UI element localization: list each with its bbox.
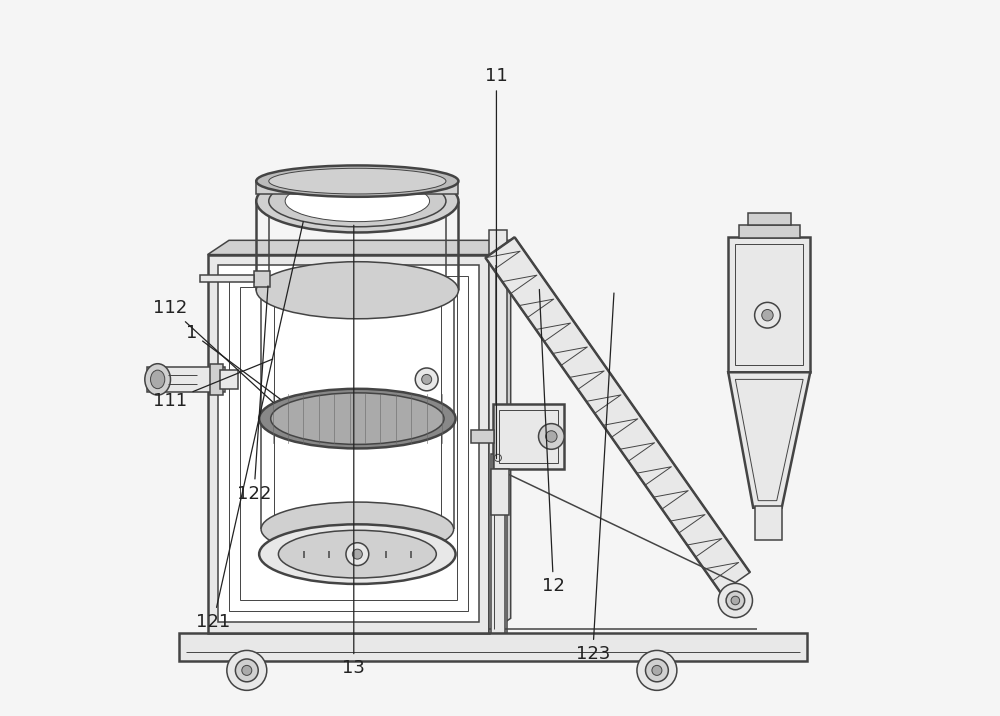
Bar: [229, 276, 468, 611]
Text: 112: 112: [153, 299, 273, 402]
Bar: [208, 255, 489, 633]
Circle shape: [726, 591, 745, 610]
Bar: [179, 633, 807, 661]
Polygon shape: [208, 241, 511, 255]
Text: 11: 11: [485, 67, 508, 459]
Circle shape: [637, 650, 677, 690]
Bar: [489, 230, 507, 633]
Text: 122: 122: [237, 286, 271, 503]
Ellipse shape: [259, 389, 456, 448]
Bar: [748, 213, 791, 226]
Bar: [240, 286, 457, 601]
Bar: [491, 468, 509, 515]
Ellipse shape: [256, 262, 458, 319]
Bar: [220, 370, 238, 389]
Ellipse shape: [261, 502, 454, 556]
Bar: [735, 244, 803, 365]
Circle shape: [539, 424, 564, 450]
Ellipse shape: [271, 393, 444, 445]
Circle shape: [731, 596, 740, 605]
Circle shape: [718, 584, 752, 618]
Ellipse shape: [151, 370, 165, 389]
Circle shape: [762, 309, 773, 321]
Ellipse shape: [278, 531, 436, 578]
Circle shape: [227, 650, 267, 690]
Ellipse shape: [269, 168, 446, 194]
Circle shape: [352, 549, 362, 559]
Bar: [491, 454, 505, 633]
Text: 111: 111: [153, 359, 273, 410]
Ellipse shape: [259, 524, 456, 584]
Ellipse shape: [269, 175, 446, 227]
Text: 13: 13: [342, 226, 365, 677]
Circle shape: [422, 374, 432, 384]
Circle shape: [235, 659, 258, 682]
Ellipse shape: [256, 170, 458, 233]
Bar: [218, 266, 479, 622]
Bar: [200, 275, 254, 281]
Ellipse shape: [256, 165, 458, 197]
Circle shape: [242, 665, 252, 675]
Polygon shape: [489, 241, 511, 633]
Ellipse shape: [261, 263, 454, 317]
Text: 1: 1: [186, 324, 280, 399]
Circle shape: [652, 665, 662, 675]
Circle shape: [755, 302, 780, 328]
Bar: [147, 367, 225, 392]
Ellipse shape: [274, 266, 441, 314]
Bar: [728, 237, 810, 372]
Bar: [254, 271, 270, 286]
Bar: [499, 410, 558, 463]
Text: 12: 12: [539, 289, 565, 595]
Circle shape: [415, 368, 438, 391]
Ellipse shape: [285, 180, 430, 222]
Circle shape: [346, 543, 369, 566]
Bar: [739, 226, 800, 238]
Circle shape: [645, 659, 668, 682]
Text: 123: 123: [576, 293, 614, 663]
Polygon shape: [728, 372, 810, 508]
Circle shape: [546, 431, 557, 442]
Bar: [755, 506, 782, 540]
Text: 121: 121: [196, 222, 303, 631]
Bar: [210, 364, 223, 395]
Bar: [493, 405, 564, 468]
Bar: [256, 181, 458, 194]
Ellipse shape: [145, 364, 170, 395]
Polygon shape: [485, 237, 750, 593]
Bar: [471, 430, 494, 443]
